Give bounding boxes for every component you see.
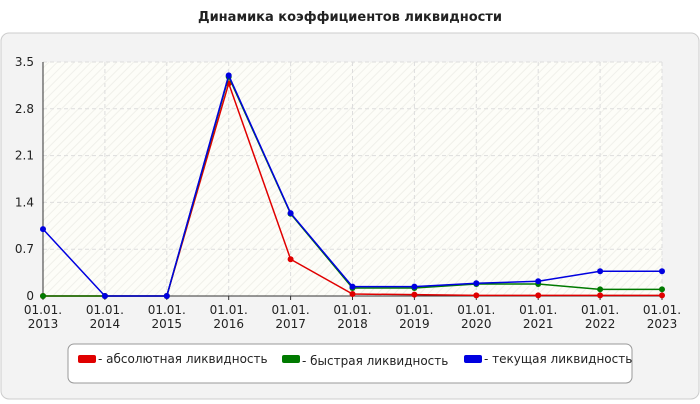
x-tick-label: 2023	[647, 317, 678, 331]
x-tick-label: 01.01.	[457, 303, 495, 317]
x-tick-label: 01.01.	[519, 303, 557, 317]
data-point	[597, 292, 604, 299]
x-tick-label: 2013	[28, 317, 59, 331]
x-tick-label: 01.01.	[86, 303, 124, 317]
x-tick-label: 2019	[399, 317, 430, 331]
legend	[67, 343, 633, 384]
data-point	[473, 292, 480, 299]
x-tick-label: 2021	[523, 317, 554, 331]
data-point	[349, 290, 356, 297]
legend-label: - текущая ликвидность	[484, 352, 632, 366]
data-point	[411, 283, 418, 290]
legend-label: - быстрая ликвидность	[302, 354, 448, 368]
x-tick-label: 2016	[213, 317, 244, 331]
data-point	[597, 286, 604, 293]
y-tick-label: 2.8	[15, 102, 34, 116]
data-point	[473, 280, 480, 287]
data-point	[287, 210, 294, 217]
data-point	[349, 283, 356, 290]
data-point	[101, 293, 108, 299]
x-tick-label: 2018	[337, 317, 368, 331]
data-point	[287, 256, 294, 263]
x-tick-label: 01.01.	[643, 303, 681, 317]
data-point	[225, 72, 232, 79]
data-point	[597, 268, 604, 275]
y-tick-label: 1.4	[15, 195, 34, 209]
y-tick-label: 2.1	[15, 149, 34, 163]
y-tick-label: 3.5	[15, 55, 34, 69]
legend-swatch	[464, 355, 482, 363]
data-point	[163, 293, 170, 299]
x-tick-label: 01.01.	[333, 303, 371, 317]
y-tick-label: 0.7	[15, 242, 34, 256]
chart-title: Динамика коэффициентов ликвидности	[198, 10, 502, 25]
x-tick-label: 01.01.	[210, 303, 248, 317]
x-tick-label: 2022	[585, 317, 616, 331]
data-point	[535, 278, 542, 285]
x-tick-label: 2014	[90, 317, 121, 331]
data-point	[659, 292, 665, 299]
x-tick-label: 01.01.	[24, 303, 62, 317]
legend-swatch	[78, 355, 96, 363]
x-tick-label: 01.01.	[148, 303, 186, 317]
data-point	[40, 226, 46, 233]
x-tick-label: 2017	[275, 317, 306, 331]
data-point	[411, 291, 418, 298]
x-tick-label: 01.01.	[272, 303, 310, 317]
legend-swatch	[282, 355, 300, 363]
x-tick-label: 2015	[152, 317, 183, 331]
data-point	[659, 286, 665, 293]
data-point	[40, 293, 46, 299]
y-tick-label: 0	[26, 289, 34, 303]
x-tick-label: 01.01.	[395, 303, 433, 317]
legend-label: - абсолютная ликвидность	[98, 352, 268, 366]
x-tick-label: 2020	[461, 317, 492, 331]
x-tick-label: 01.01.	[581, 303, 619, 317]
data-point	[659, 268, 665, 275]
data-point	[535, 292, 542, 299]
